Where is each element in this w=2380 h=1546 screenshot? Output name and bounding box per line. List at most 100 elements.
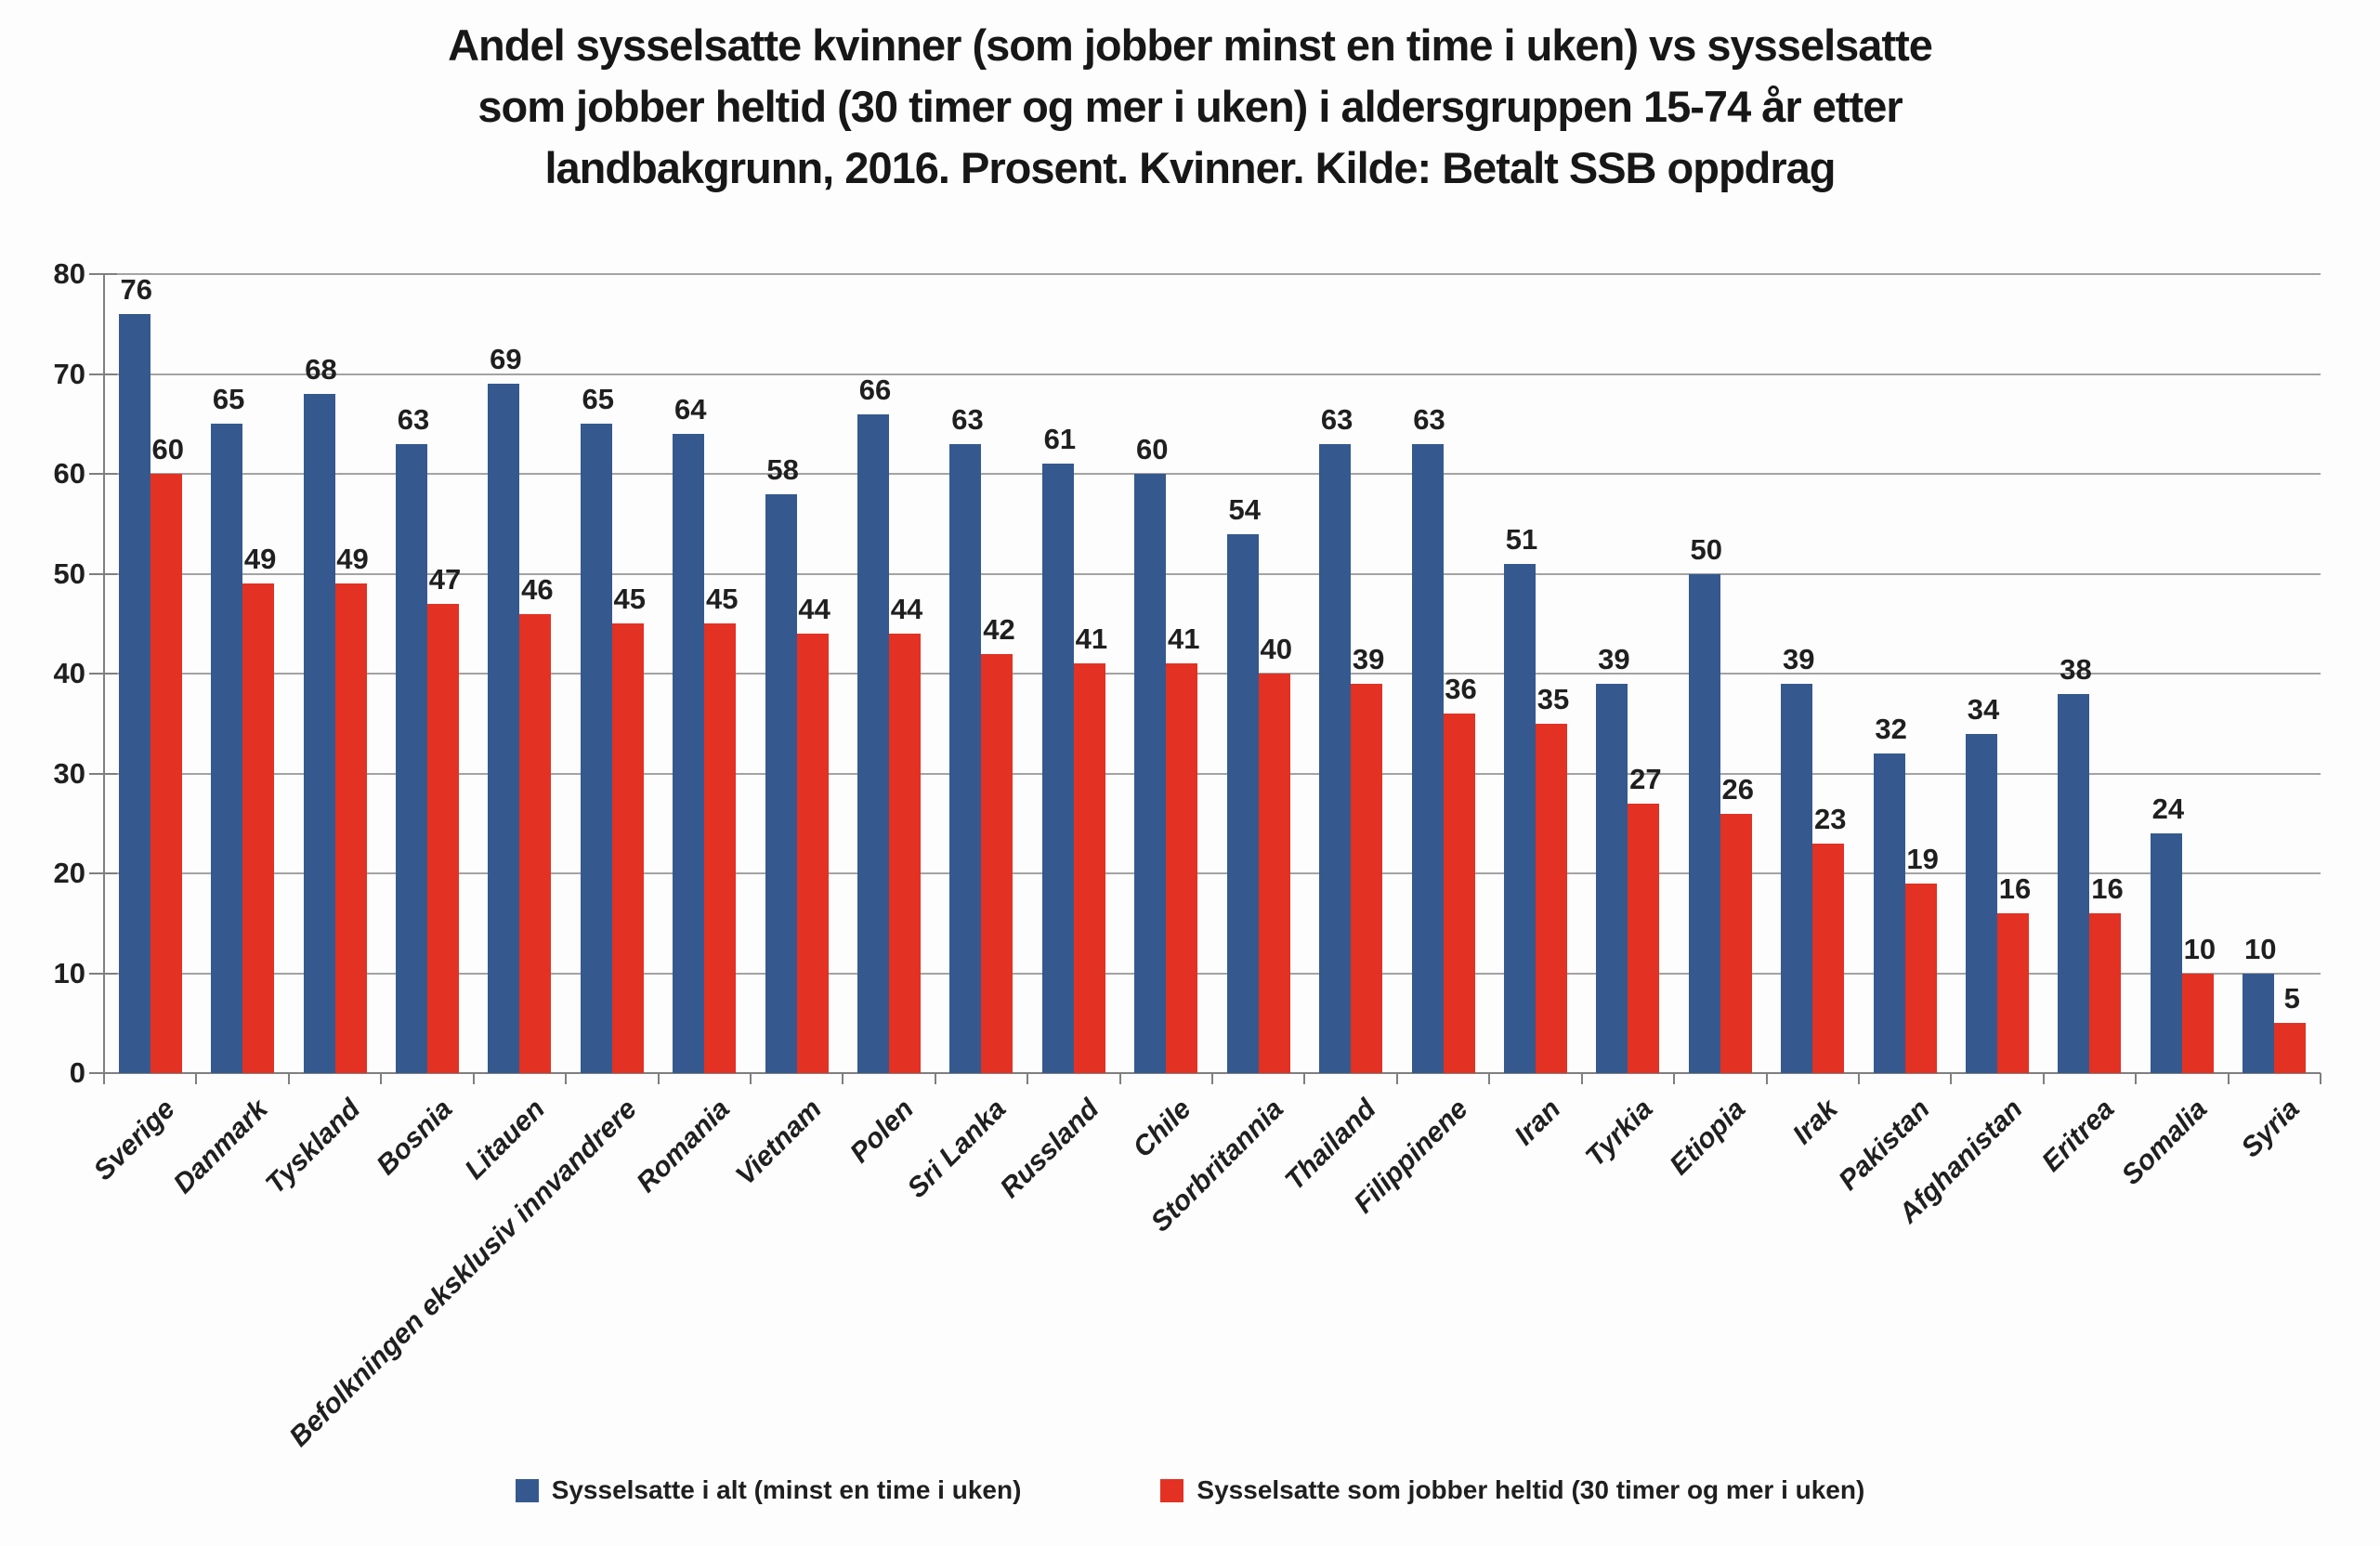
x-axis-label-danmark: Danmark (167, 1094, 274, 1200)
x-axis-boundary-tick-13 (1303, 1073, 1306, 1084)
bar-fulltime-tyskland (334, 583, 367, 1073)
bar-fulltime-romania (704, 623, 737, 1073)
bar-value-total-filippinene: 63 (1413, 402, 1445, 436)
x-axis-label-tyskland: Tyskland (259, 1094, 366, 1200)
bar-fulltime-storbritannia (1258, 674, 1290, 1073)
gridline-50 (104, 572, 2321, 575)
x-axis-boundary-tick-6 (657, 1073, 660, 1084)
bar-value-total-litauen: 69 (490, 343, 522, 376)
x-axis-boundary-tick-4 (472, 1073, 475, 1084)
gridline-80 (104, 273, 2321, 275)
x-axis-boundary-tick-9 (934, 1073, 936, 1084)
bar-total-befolkningen-eksklusiv-innvandrere (580, 424, 612, 1073)
x-axis-label-eritrea: Eritrea (2036, 1094, 2121, 1178)
x-axis-boundary-tick-22 (2135, 1073, 2138, 1084)
bar-value-fulltime-sri-lanka: 42 (983, 612, 1015, 646)
bar-value-fulltime-polen: 44 (890, 593, 923, 625)
y-axis-label-30: 30 (53, 756, 85, 790)
bar-value-fulltime-thailand: 39 (1352, 642, 1385, 675)
gridline-30 (104, 772, 2321, 775)
legend-item-fulltime: Sysselsatte som jobber heltid (30 timer … (1160, 1475, 1864, 1505)
chart-title: Andel sysselsatte kvinner (som jobber mi… (0, 15, 2380, 199)
bar-fulltime-sverige (150, 474, 182, 1073)
x-axis-boundary-tick-2 (287, 1073, 290, 1084)
x-axis-boundary-tick-14 (1395, 1073, 1398, 1084)
gridline-10 (104, 972, 2321, 975)
bar-total-irak (1781, 683, 1813, 1073)
legend-label-fulltime: Sysselsatte som jobber heltid (30 timer … (1197, 1475, 1865, 1504)
bar-value-total-vietnam: 58 (766, 452, 799, 486)
x-axis-boundary-tick-10 (1027, 1073, 1029, 1084)
chart-title-line-1: Andel sysselsatte kvinner (som jobber mi… (448, 20, 1933, 70)
bar-value-total-pakistan: 32 (1875, 713, 1907, 745)
bar-fulltime-chile (1166, 663, 1198, 1073)
bar-value-total-romania: 64 (673, 393, 707, 426)
bar-fulltime-befolkningen-eksklusiv-innvandrere (611, 623, 644, 1073)
bar-total-bosnia (395, 443, 427, 1073)
x-axis-boundary-tick-20 (1950, 1073, 1953, 1084)
bar-value-fulltime-chile: 41 (1168, 622, 1200, 656)
bar-total-syria (2243, 973, 2275, 1073)
x-axis-label-syria: Syria (2235, 1094, 2306, 1164)
bar-value-fulltime-irak: 23 (1813, 802, 1847, 835)
bar-value-total-befolkningen-eksklusiv-innvandrere: 65 (582, 383, 615, 416)
y-axis-label-10: 10 (53, 956, 85, 989)
bar-total-russland (1041, 464, 1074, 1073)
bar-total-storbritannia (1226, 533, 1259, 1073)
bar-fulltime-somalia (2181, 973, 2214, 1073)
legend-swatch-blue-icon (515, 1478, 539, 1502)
bar-value-total-eritrea: 38 (2060, 652, 2092, 686)
bar-total-sverige (118, 314, 150, 1073)
gridline-70 (104, 373, 2321, 375)
y-axis-label-60: 60 (53, 457, 85, 490)
x-axis-label-somalia: Somalia (2115, 1094, 2214, 1191)
bar-fulltime-afghanistan (1997, 913, 2030, 1073)
bar-fulltime-russland (1073, 663, 1105, 1073)
y-axis-label-20: 20 (53, 857, 85, 889)
x-axis-boundary-tick-0 (103, 1073, 105, 1084)
bar-value-total-iran: 51 (1505, 522, 1538, 556)
bar-value-total-somalia: 24 (2151, 793, 2185, 825)
bar-value-fulltime-tyrkia: 27 (1629, 762, 1662, 795)
bar-value-fulltime-etiopia: 26 (1721, 772, 1755, 806)
gridline-40 (104, 673, 2321, 675)
bar-value-total-syria: 10 (2244, 932, 2277, 965)
chart-title-line-2: som jobber heltid (30 timer og mer i uke… (477, 82, 1903, 131)
x-axis-label-iran: Iran (1509, 1094, 1567, 1152)
bar-value-fulltime-eritrea: 16 (2091, 872, 2124, 905)
y-axis-line (103, 274, 105, 1075)
y-axis-label-0: 0 (69, 1056, 85, 1089)
bar-total-thailand (1319, 443, 1352, 1073)
bar-total-tyrkia (1596, 683, 1628, 1073)
x-axis-boundary-tick-16 (1580, 1073, 1583, 1084)
bar-value-total-irak: 39 (1782, 642, 1815, 675)
bar-total-vietnam (765, 493, 797, 1073)
chart-legend: Sysselsatte i alt (minst en time i uken)… (0, 1475, 2380, 1505)
bar-fulltime-etiopia (1720, 813, 1752, 1073)
bar-fulltime-iran (1535, 723, 1567, 1073)
x-axis-label-litauen: Litauen (458, 1094, 551, 1186)
x-axis-boundary-tick-24 (2320, 1073, 2321, 1084)
bar-total-somalia (2150, 833, 2182, 1073)
x-axis-label-polen: Polen (844, 1094, 921, 1170)
bar-value-fulltime-tyskland: 49 (336, 543, 369, 576)
bar-fulltime-bosnia (426, 603, 459, 1073)
y-axis-label-70: 70 (53, 357, 85, 390)
bar-fulltime-danmark (242, 583, 275, 1073)
bar-value-fulltime-filippinene: 36 (1445, 673, 1477, 705)
x-axis-boundary-tick-8 (842, 1073, 844, 1084)
x-axis-boundary-tick-21 (2042, 1073, 2045, 1084)
bar-total-etiopia (1688, 573, 1720, 1073)
bar-value-total-polen: 66 (858, 373, 892, 406)
x-axis-boundary-tick-7 (749, 1073, 752, 1084)
bar-value-fulltime-sverige: 60 (151, 433, 184, 465)
x-axis-label-chile: Chile (1127, 1094, 1197, 1164)
bar-fulltime-tyrkia (1628, 803, 1660, 1073)
legend-label-total: Sysselsatte i alt (minst en time i uken) (551, 1475, 1022, 1504)
bar-value-fulltime-bosnia: 47 (428, 562, 462, 596)
bar-value-fulltime-pakistan: 19 (1906, 842, 1939, 875)
x-axis-label-bosnia: Bosnia (371, 1094, 459, 1182)
x-axis-boundary-tick-5 (565, 1073, 568, 1084)
bar-value-total-etiopia: 50 (1690, 532, 1723, 566)
